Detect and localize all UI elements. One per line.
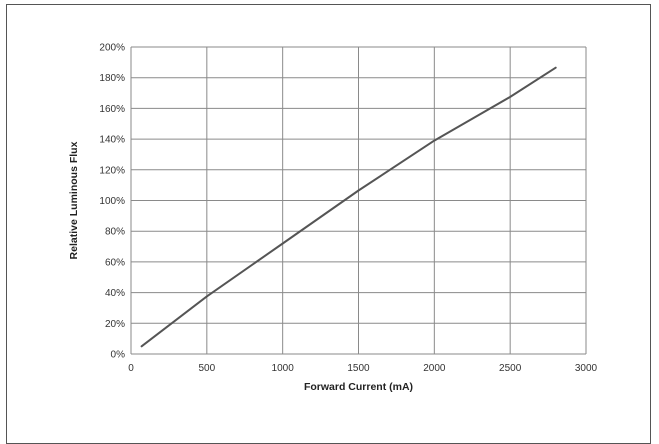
- y-axis-title: Relative Luminous Flux: [68, 141, 80, 259]
- tick-label-layer: 0% 20% 40% 60% 80% 100% 120% 140% 160% 180% 200% 0 5…: [99, 43, 597, 375]
- y-tick-label: 20%: [105, 319, 125, 330]
- x-tick-label: 2000: [423, 363, 446, 374]
- y-tick-label: 120%: [99, 165, 125, 176]
- x-axis-title: Forward Current (mA): [304, 381, 413, 393]
- x-tick-label: 500: [198, 363, 215, 374]
- y-tick-label: 60%: [105, 257, 125, 268]
- y-tick-label: 140%: [99, 135, 125, 146]
- y-tick-label: 0%: [111, 350, 126, 361]
- x-tick-label: 0: [128, 363, 134, 374]
- y-tick-label: 100%: [99, 196, 125, 207]
- x-tick-label: 2500: [499, 363, 522, 374]
- x-tick-label: 1000: [272, 363, 295, 374]
- x-tick-label: 3000: [575, 363, 598, 374]
- x-tick-label: 1500: [347, 363, 370, 374]
- series-layer: [140, 66, 557, 348]
- y-tick-label: 80%: [105, 227, 125, 238]
- chart-svg: 0% 20% 40% 60% 80% 100% 120% 140% 160% 180% 200% 0 5…: [68, 43, 598, 394]
- y-tick-label: 180%: [99, 73, 125, 84]
- y-tick-label: 200%: [99, 43, 125, 54]
- y-tick-label: 160%: [99, 104, 125, 115]
- series-line: [140, 66, 557, 348]
- y-tick-label: 40%: [105, 288, 125, 299]
- grid-layer: [130, 46, 587, 355]
